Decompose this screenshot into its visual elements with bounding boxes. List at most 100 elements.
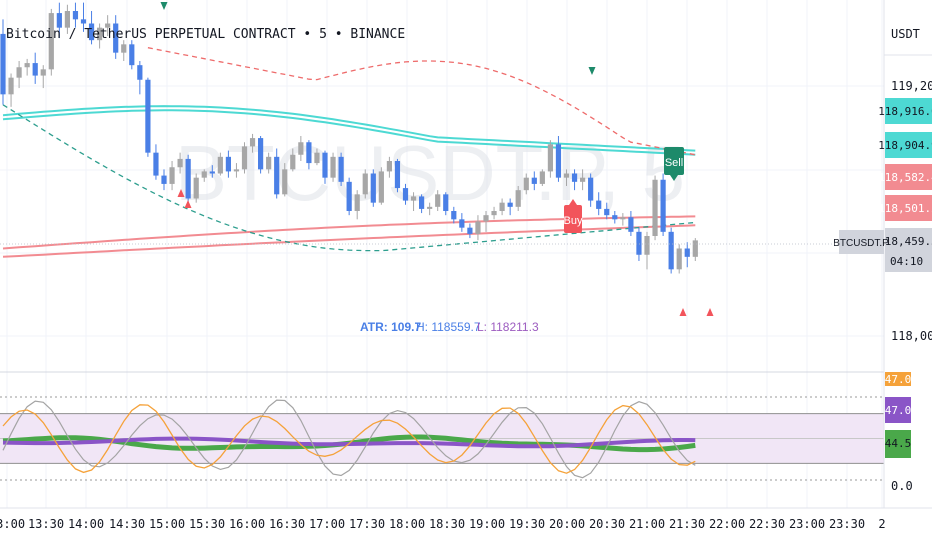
candle-body: [620, 217, 626, 220]
candle-body: [48, 13, 54, 70]
candle: [16, 61, 22, 89]
candle: [507, 198, 513, 216]
candle-body: [660, 179, 666, 232]
candle-body: [636, 231, 642, 255]
candle-body: [563, 173, 570, 178]
candle-body: [249, 138, 256, 147]
candle-body: [652, 179, 658, 236]
candle-body: [612, 215, 618, 220]
candle: [177, 152, 183, 174]
candle-body: [225, 156, 231, 172]
candle: [684, 242, 690, 268]
candle: [612, 211, 618, 224]
atr-label: ATR: 109.7: [360, 320, 421, 334]
candle: [129, 40, 135, 70]
low-label: L: 118211.3: [477, 320, 539, 334]
signal-triangle-down: [588, 67, 596, 75]
candle-body: [571, 173, 578, 182]
candle-body: [394, 161, 401, 189]
candle: [322, 150, 328, 184]
signal-triangle-up: [679, 308, 687, 316]
candle-body: [427, 206, 433, 209]
x-tick-label: 17:00: [309, 517, 345, 531]
candle: [499, 198, 505, 216]
candle: [475, 215, 481, 241]
candle-body: [330, 156, 336, 178]
candle-body: [129, 44, 135, 66]
candle-body: [555, 144, 562, 178]
candle: [435, 190, 441, 211]
oscillator-pane: [0, 396, 884, 481]
candle: [531, 171, 537, 191]
candle: [225, 150, 231, 178]
price-tag-bg: [885, 132, 932, 158]
osc-value-tag: 47.0: [885, 372, 912, 386]
candle-body: [451, 211, 457, 220]
candle: [628, 211, 634, 236]
candle-body: [386, 161, 392, 172]
buy-pointer: [569, 199, 577, 205]
candle-body: [274, 156, 280, 195]
price-tag: 118,501.2: [878, 195, 932, 221]
osc-value-text: 47.0: [885, 373, 912, 386]
candle-body: [354, 194, 360, 211]
signal-triangle-down: [160, 2, 168, 10]
x-tick-label: 16:30: [269, 517, 305, 531]
candle-body: [88, 23, 95, 41]
candle-body: [306, 142, 312, 164]
cyan-ma-lower: [2, 109, 696, 156]
candle: [402, 183, 409, 205]
last-price-tag: 118,459.3 04:10: [878, 228, 932, 272]
candle: [346, 177, 352, 216]
candle: [362, 169, 368, 199]
x-tick-label: 19:30: [509, 517, 545, 531]
y-tick-label: 119,200.0: [891, 79, 932, 93]
sell-signal: Sell: [664, 147, 684, 181]
candle: [241, 142, 248, 174]
osc-value-bg: [885, 397, 911, 423]
candle-body: [193, 177, 199, 199]
candle: [113, 15, 119, 59]
candle: [306, 140, 312, 170]
signal-triangle-up: [184, 200, 192, 208]
candle-body: [459, 219, 465, 228]
price-tag-bg: [885, 195, 932, 221]
candle: [604, 202, 610, 220]
candle: [636, 227, 642, 261]
x-tick-label: 14:30: [109, 517, 145, 531]
osc-value-text: 44.5: [885, 437, 912, 450]
symbol-title: Bitcoin / TetherUS PERPETUAL CONTRACT • …: [6, 27, 405, 42]
candle-body: [161, 175, 167, 184]
candle-body: [0, 33, 6, 95]
cyan-ma-upper: [2, 105, 696, 152]
candle-body: [362, 173, 368, 195]
candle-body: [580, 177, 586, 182]
candle: [314, 148, 320, 166]
symbol-tag-bg: [839, 230, 884, 254]
candle: [370, 169, 376, 207]
candle-body: [266, 156, 272, 170]
candle-body: [282, 169, 288, 195]
candle: [193, 173, 199, 203]
candle-body: [443, 194, 449, 211]
signal-triangle-up: [706, 308, 714, 316]
sell-text: Sell: [665, 157, 683, 169]
candle-body: [596, 200, 602, 209]
candle-body: [435, 194, 441, 207]
dashed-upper-band: [147, 47, 696, 156]
osc-value-text: 47.0: [885, 404, 912, 417]
candle: [410, 192, 417, 211]
price-tags: 118,916.6 118,904.9 118,582.4 118,501.2 118,…: [0, 98, 932, 458]
y-tick-label: 118,000.0: [891, 329, 932, 343]
candle: [282, 163, 288, 197]
candle: [563, 169, 570, 186]
candle: [547, 140, 553, 178]
candle-body: [241, 146, 248, 170]
candle-body: [338, 156, 344, 182]
candle: [459, 213, 465, 232]
x-tick-label: 19:00: [469, 517, 505, 531]
symbol-tag: BTCUSDT.P: [0, 230, 889, 254]
candle: [668, 227, 674, 274]
